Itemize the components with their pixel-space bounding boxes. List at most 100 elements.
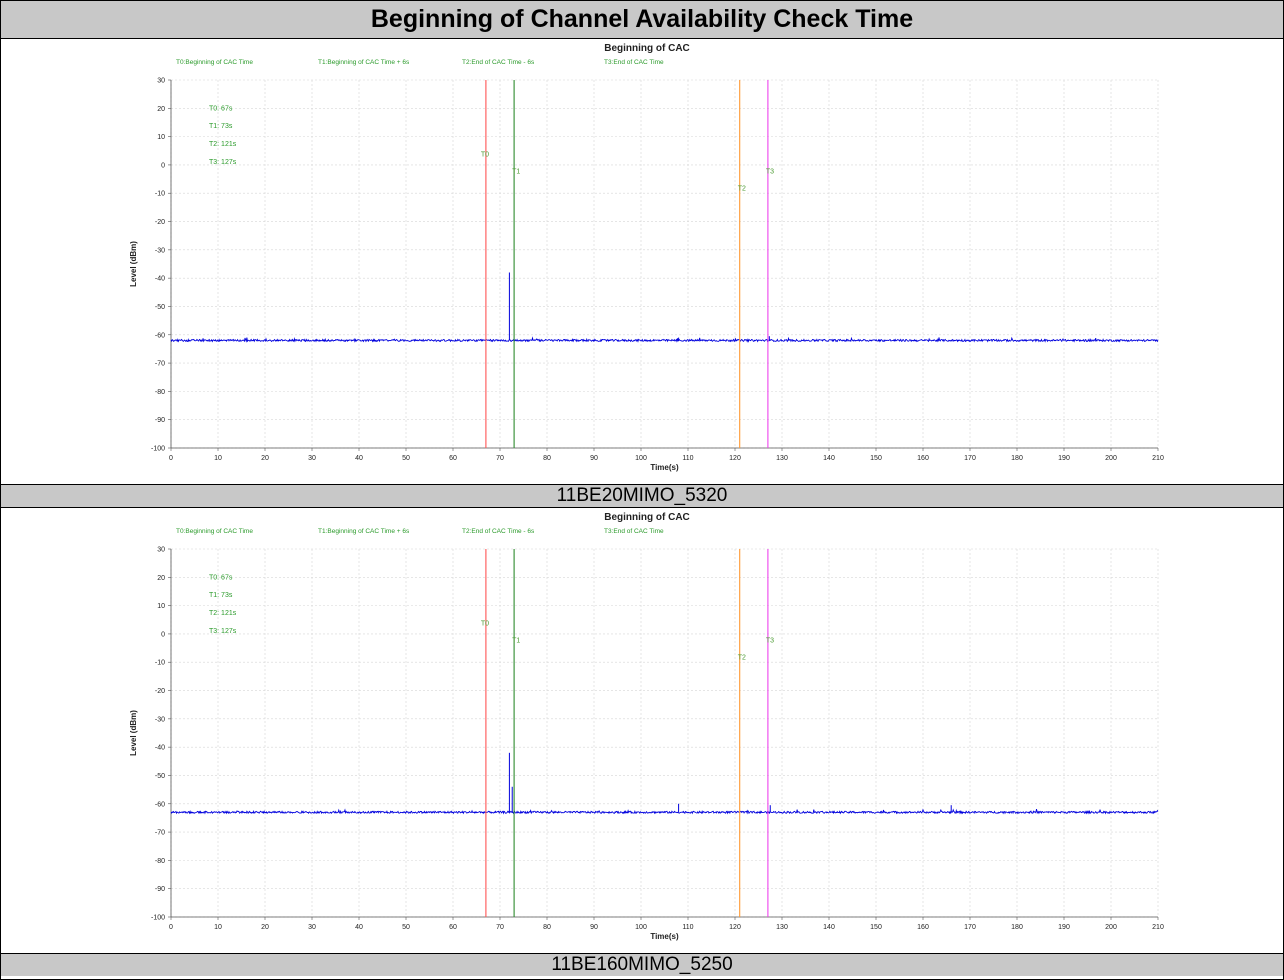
- y-tick-label: -40: [155, 745, 165, 752]
- x-tick-label: 130: [776, 455, 788, 462]
- marker-label-t0: T0: [481, 620, 489, 627]
- y-tick-label: 20: [157, 106, 165, 113]
- x-tick-label: 190: [1058, 924, 1070, 931]
- y-tick-label: -10: [155, 191, 165, 198]
- x-tick-label: 170: [964, 924, 976, 931]
- y-tick-label: -40: [155, 276, 165, 283]
- x-tick-label: 130: [776, 924, 788, 931]
- x-tick-label: 100: [635, 455, 647, 462]
- marker-label-t2: T2: [738, 185, 746, 192]
- legend-entry: T3:End of CAC Time: [604, 59, 664, 66]
- marker-time-label: T0: 67s: [209, 574, 233, 581]
- marker-label-t3: T3: [766, 168, 774, 175]
- x-tick-label: 120: [729, 455, 741, 462]
- x-tick-label: 190: [1058, 455, 1070, 462]
- x-tick-label: 30: [308, 924, 316, 931]
- legend-entry: T0:Beginning of CAC Time: [176, 59, 253, 66]
- marker-label-t1: T1: [512, 168, 520, 175]
- x-tick-label: 160: [917, 924, 929, 931]
- marker-time-label: T2: 121s: [209, 610, 237, 617]
- marker-label-t2: T2: [738, 654, 746, 661]
- legend-entry: T0:Beginning of CAC Time: [176, 528, 253, 535]
- y-tick-label: 0: [161, 631, 165, 638]
- chart-panel-2: Beginning of CAC T0:Beginning of CAC Time…: [1, 508, 1283, 954]
- y-tick-label: -60: [155, 801, 165, 808]
- marker-label-t0: T0: [481, 151, 489, 158]
- y-tick-label: -70: [155, 361, 165, 368]
- y-tick-label: -60: [155, 332, 165, 339]
- y-tick-label: -10: [155, 660, 165, 667]
- y-axis-label: Level (dBm): [129, 710, 138, 756]
- x-tick-label: 200: [1105, 455, 1117, 462]
- legend-entry: T2:End of CAC Time - 6s: [462, 59, 535, 66]
- x-tick-label: 30: [308, 455, 316, 462]
- x-tick-label: 80: [543, 924, 551, 931]
- marker-label-t3: T3: [766, 637, 774, 644]
- x-tick-label: 180: [1011, 924, 1023, 931]
- y-tick-label: 10: [157, 603, 165, 610]
- y-tick-label: -80: [155, 858, 165, 865]
- x-tick-label: 50: [402, 455, 410, 462]
- x-tick-label: 40: [355, 455, 363, 462]
- chart-title: Beginning of CAC: [604, 512, 690, 523]
- x-tick-label: 150: [870, 455, 882, 462]
- chart-caption-2: 11BE160MIMO_5250: [1, 954, 1283, 976]
- y-tick-label: -70: [155, 830, 165, 837]
- x-tick-label: 50: [402, 924, 410, 931]
- y-tick-label: 30: [157, 78, 165, 85]
- y-tick-label: -20: [155, 219, 165, 226]
- marker-time-label: T3: 127s: [209, 628, 237, 635]
- cac-chart-1: Beginning of CAC T0:Beginning of CAC Time…: [129, 43, 1164, 472]
- y-tick-label: -90: [155, 886, 165, 893]
- legend-entry: T1:Beginning of CAC Time + 6s: [318, 528, 410, 535]
- x-tick-label: 210: [1152, 455, 1164, 462]
- x-tick-label: 10: [214, 924, 222, 931]
- y-tick-label: 10: [157, 134, 165, 141]
- x-tick-label: 180: [1011, 455, 1023, 462]
- chart-caption-1: 11BE20MIMO_5320: [1, 485, 1283, 508]
- x-tick-label: 60: [449, 455, 457, 462]
- x-tick-label: 100: [635, 924, 647, 931]
- signal-trace: [170, 808, 1159, 815]
- x-tick-label: 120: [729, 924, 741, 931]
- marker-time-label: T3: 127s: [209, 159, 237, 166]
- x-tick-label: 90: [590, 924, 598, 931]
- x-tick-label: 80: [543, 455, 551, 462]
- legend-entry: T1:Beginning of CAC Time + 6s: [318, 59, 410, 66]
- marker-time-label: T1: 73s: [209, 592, 233, 599]
- signal-trace: [170, 336, 1159, 343]
- x-tick-label: 140: [823, 924, 835, 931]
- x-tick-label: 70: [496, 455, 504, 462]
- y-tick-label: -50: [155, 773, 165, 780]
- report-title: Beginning of Channel Availability Check …: [1, 1, 1283, 39]
- marker-time-label: T1: 73s: [209, 123, 233, 130]
- x-tick-label: 40: [355, 924, 363, 931]
- legend-entry: T2:End of CAC Time - 6s: [462, 528, 535, 535]
- x-tick-label: 0: [169, 455, 173, 462]
- x-tick-label: 20: [261, 455, 269, 462]
- x-tick-label: 90: [590, 455, 598, 462]
- marker-time-label: T2: 121s: [209, 141, 237, 148]
- x-tick-label: 10: [214, 455, 222, 462]
- x-tick-label: 110: [682, 924, 693, 931]
- marker-time-label: T0: 67s: [209, 105, 233, 112]
- y-axis-label: Level (dBm): [129, 241, 138, 287]
- x-tick-label: 210: [1152, 924, 1164, 931]
- marker-label-t1: T1: [512, 637, 520, 644]
- x-tick-label: 0: [169, 924, 173, 931]
- y-tick-label: 0: [161, 162, 165, 169]
- y-tick-label: -20: [155, 688, 165, 695]
- x-tick-label: 70: [496, 924, 504, 931]
- legend-entry: T3:End of CAC Time: [604, 528, 664, 535]
- y-tick-label: -100: [151, 446, 165, 453]
- cac-chart-2: Beginning of CAC T0:Beginning of CAC Time…: [129, 512, 1164, 941]
- x-tick-label: 170: [964, 455, 976, 462]
- x-tick-label: 140: [823, 455, 835, 462]
- y-tick-label: -90: [155, 417, 165, 424]
- x-tick-label: 200: [1105, 924, 1117, 931]
- x-tick-label: 60: [449, 924, 457, 931]
- x-tick-label: 150: [870, 924, 882, 931]
- x-axis-label: Time(s): [650, 463, 679, 472]
- y-tick-label: -30: [155, 247, 165, 254]
